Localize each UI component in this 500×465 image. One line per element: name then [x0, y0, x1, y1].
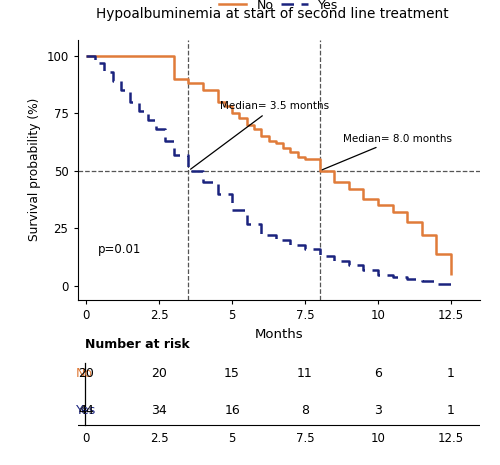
- Text: Hypoalbuminemia at start of second line treatment: Hypoalbuminemia at start of second line …: [96, 7, 449, 21]
- Text: 5: 5: [228, 432, 236, 445]
- Text: 34: 34: [152, 404, 167, 417]
- Text: 12.5: 12.5: [438, 432, 464, 445]
- Text: Yes: Yes: [76, 404, 96, 417]
- Text: 44: 44: [78, 404, 94, 417]
- Text: 1: 1: [447, 404, 455, 417]
- Text: Median= 8.0 months: Median= 8.0 months: [322, 133, 452, 170]
- Text: 8: 8: [301, 404, 309, 417]
- Text: 0: 0: [82, 432, 90, 445]
- X-axis label: Months: Months: [254, 327, 303, 340]
- Text: No: No: [76, 367, 93, 380]
- Text: 10: 10: [370, 432, 386, 445]
- Text: 3: 3: [374, 404, 382, 417]
- Text: 20: 20: [78, 367, 94, 380]
- Y-axis label: Survival probability (%): Survival probability (%): [28, 98, 40, 241]
- Text: 6: 6: [374, 367, 382, 380]
- Text: Median= 3.5 months: Median= 3.5 months: [190, 101, 330, 169]
- Text: 11: 11: [297, 367, 313, 380]
- Text: 1: 1: [447, 367, 455, 380]
- Text: 7.5: 7.5: [296, 432, 314, 445]
- Text: Number at risk: Number at risk: [85, 338, 190, 351]
- Text: 16: 16: [224, 404, 240, 417]
- Text: 15: 15: [224, 367, 240, 380]
- Legend: No, Yes: No, Yes: [214, 0, 344, 17]
- Text: 2.5: 2.5: [150, 432, 169, 445]
- Text: 20: 20: [151, 367, 167, 380]
- Text: p=0.01: p=0.01: [98, 243, 142, 256]
